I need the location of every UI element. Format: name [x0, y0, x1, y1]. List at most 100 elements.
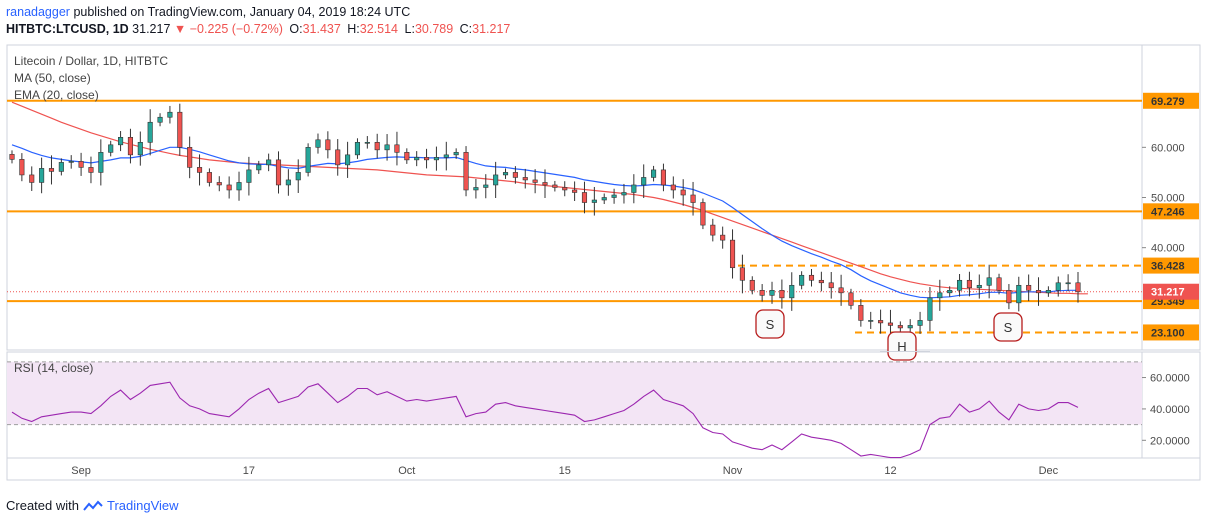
candle-body [957, 279, 963, 291]
candle-body [542, 182, 548, 186]
level-tag-36.428 [1143, 257, 1199, 274]
low-value: 30.789 [414, 22, 454, 36]
candle-body [236, 182, 242, 191]
candle-body [512, 172, 518, 178]
high-value: 32.514 [359, 22, 399, 36]
ema20-line [11, 144, 1078, 299]
pattern-label-text: H [897, 339, 906, 354]
open-label: O: [289, 22, 303, 36]
candle-body [710, 224, 716, 236]
candle-body [562, 187, 568, 191]
time-axis-frame [6, 457, 1201, 481]
candle-body [443, 154, 449, 158]
candle-body [1045, 290, 1051, 294]
close-label: C: [459, 22, 473, 36]
candle-body [887, 322, 894, 326]
candle-body [581, 192, 588, 203]
candle-body [907, 325, 913, 329]
symbol-name: HITBTC:LTCUSD, 1D [6, 22, 129, 36]
candle-body [147, 121, 153, 143]
candle-body [335, 149, 341, 166]
ohlc-header: HITBTC:LTCUSD, 1D 31.217 ▼ −0.225 (−0.72… [6, 22, 510, 36]
candle-body [1055, 282, 1061, 291]
candle-body [78, 161, 84, 168]
footer: Created with TradingView [6, 498, 179, 513]
time-tick-label: 12 [884, 465, 896, 477]
candle-body [384, 144, 390, 151]
candle-body [532, 179, 538, 183]
rsi-band [7, 361, 1142, 425]
price-tick-label: 40.000 [1151, 243, 1185, 255]
candle-body [295, 172, 301, 181]
price-tick-label: 60.000 [1151, 142, 1185, 154]
last-price-tag [1143, 283, 1199, 300]
candle-body [680, 189, 686, 196]
candle-body [187, 147, 193, 168]
candle-body [720, 234, 726, 241]
down-triangle-icon: ▼ [173, 22, 187, 36]
candle-body [818, 279, 824, 284]
candle-body [19, 159, 25, 176]
candle-body [404, 152, 410, 161]
candle-body [651, 169, 657, 178]
candle-body [878, 320, 884, 324]
rsi-tick-label: 60.0000 [1150, 373, 1190, 385]
candle-body [621, 192, 627, 196]
ma50-line [11, 101, 1088, 295]
pattern-label-box [887, 331, 917, 361]
candle-body [394, 144, 400, 153]
candle-body [976, 284, 982, 289]
level-tag-text-36.428: 36.428 [1151, 261, 1185, 273]
published-text: published on TradingView.com, January 04… [73, 5, 411, 19]
pattern-label-text: S [766, 317, 775, 332]
candle-body [631, 184, 637, 193]
candle-body [729, 239, 736, 269]
candle-body [897, 325, 903, 329]
candle-body [611, 194, 617, 198]
candle-body [937, 292, 943, 299]
price-change: −0.225 (−0.72%) [189, 22, 283, 36]
time-tick-label: 17 [243, 465, 255, 477]
legend-ma: MA (50, close) [14, 71, 91, 85]
candle-body [226, 184, 232, 191]
time-tick-label: Sep [71, 465, 91, 477]
pattern-label-text: S [1004, 320, 1013, 335]
level-tag-23.100 [1143, 324, 1199, 341]
rsi-tick-label: 20.0000 [1150, 435, 1190, 447]
candle-body [216, 182, 222, 186]
level-tag-text-47.246: 47.246 [1151, 206, 1185, 218]
legend-ema: EMA (20, close) [14, 88, 99, 102]
candle-body [196, 167, 203, 173]
candle-body [641, 177, 647, 186]
candle-body [275, 159, 282, 186]
candle-body [266, 159, 272, 166]
candle-body [660, 169, 666, 186]
candle-body [601, 197, 607, 201]
candle-body [246, 169, 252, 183]
candle-body [779, 290, 785, 299]
candle-body [118, 137, 124, 146]
candle-body [739, 267, 745, 281]
candle-body [88, 167, 94, 173]
candle-body [48, 168, 55, 172]
author-link[interactable]: ranadagger [6, 5, 70, 19]
candle-body [68, 161, 74, 163]
level-tag-69.279 [1143, 92, 1199, 109]
candle-body [29, 174, 35, 183]
candle-body [858, 305, 864, 321]
candle-body [463, 152, 469, 191]
candle-body [424, 157, 430, 161]
time-tick-label: Nov [723, 465, 743, 477]
candle-body [473, 187, 479, 191]
time-tick-label: 15 [559, 465, 571, 477]
candle-body [1016, 284, 1022, 304]
candle-body [127, 137, 133, 156]
candle-body [759, 290, 765, 296]
tradingview-brand[interactable]: TradingView [106, 498, 179, 513]
candle-body [345, 154, 351, 166]
candle-body [690, 194, 696, 203]
candle-body [453, 152, 459, 156]
price-tick-label: 50.000 [1151, 193, 1185, 205]
candle-body [98, 152, 104, 173]
